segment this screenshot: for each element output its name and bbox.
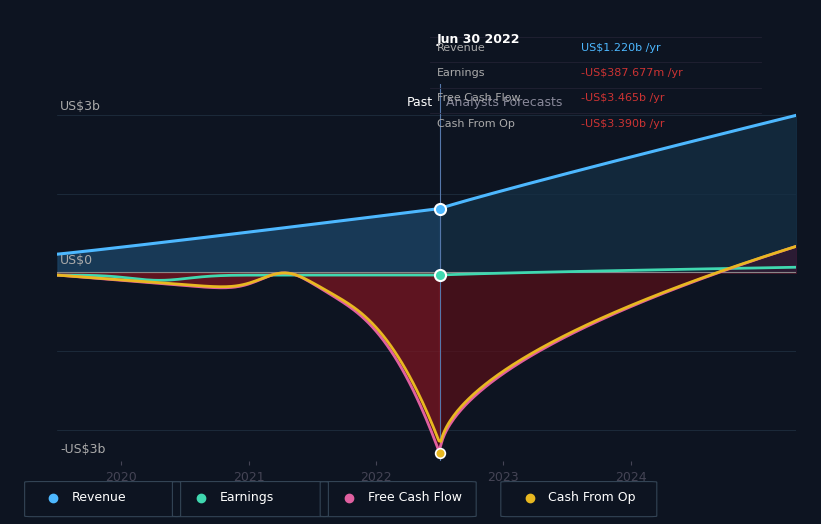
- Text: Jun 30 2022: Jun 30 2022: [437, 32, 521, 46]
- Text: -US$3.390b /yr: -US$3.390b /yr: [581, 119, 665, 129]
- Text: Revenue: Revenue: [72, 492, 127, 504]
- Text: -US$3b: -US$3b: [60, 443, 105, 456]
- Text: Analysts Forecasts: Analysts Forecasts: [446, 96, 562, 108]
- Text: Free Cash Flow: Free Cash Flow: [437, 93, 521, 103]
- Text: Cash From Op: Cash From Op: [437, 119, 515, 129]
- Text: Earnings: Earnings: [220, 492, 274, 504]
- Text: Revenue: Revenue: [437, 42, 485, 52]
- Text: -US$3.465b /yr: -US$3.465b /yr: [581, 93, 665, 103]
- Text: US$1.220b /yr: US$1.220b /yr: [581, 42, 661, 52]
- Text: US$3b: US$3b: [60, 100, 101, 113]
- Text: Cash From Op: Cash From Op: [548, 492, 636, 504]
- Text: Free Cash Flow: Free Cash Flow: [368, 492, 461, 504]
- Text: Past: Past: [407, 96, 433, 108]
- Text: US$0: US$0: [60, 254, 93, 267]
- Text: -US$387.677m /yr: -US$387.677m /yr: [581, 68, 683, 78]
- Text: Earnings: Earnings: [437, 68, 485, 78]
